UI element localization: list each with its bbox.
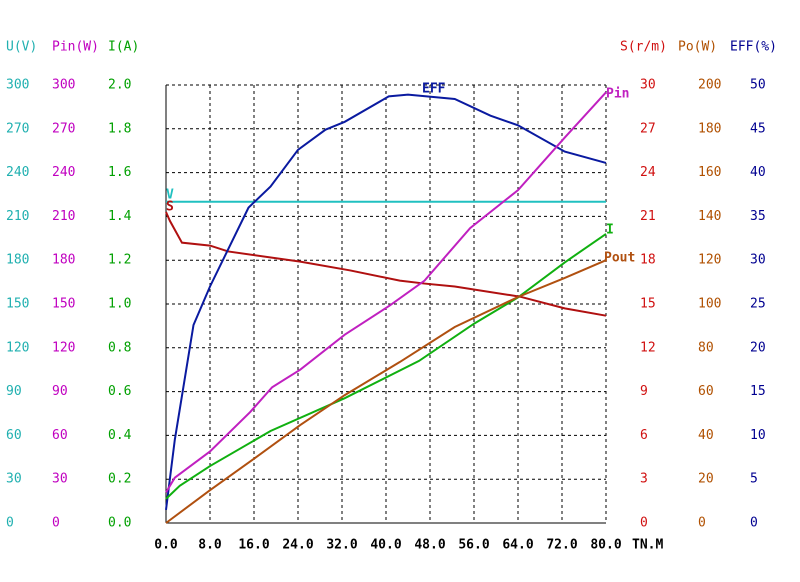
series-line (165, 211, 607, 317)
x-tick-label: 16.0 (238, 538, 269, 553)
y-tick-label: 15 (640, 297, 656, 312)
series-label: S (166, 200, 174, 215)
y-tick-label: 2.0 (108, 78, 131, 93)
y-tick-label: 25 (750, 297, 766, 312)
y-tick-label: 270 (52, 121, 75, 136)
y-tick-label: 90 (52, 384, 68, 399)
y-tick-label: 90 (6, 384, 22, 399)
y-tick-label: 40 (698, 428, 714, 443)
series-line (165, 233, 607, 500)
y-tick-label: 0.2 (108, 472, 131, 487)
y-tick-label: 0.4 (108, 428, 132, 443)
y-tick-label: 50 (750, 78, 766, 93)
y-tick-label: 200 (698, 78, 721, 93)
y-tick-label: 21 (640, 209, 656, 224)
y-tick-label: 3 (640, 472, 648, 487)
y-tick-label: 180 (6, 253, 29, 268)
x-axis-label: TN.M (632, 538, 663, 553)
y-tick-label: 10 (750, 428, 766, 443)
y-tick-label: 120 (52, 340, 75, 355)
series-line (165, 91, 607, 493)
x-tick-label: 64.0 (502, 538, 533, 553)
y-tick-label: 30 (750, 253, 766, 268)
axis-title: I(A) (108, 40, 139, 55)
y-tick-label: 0 (640, 516, 648, 531)
y-tick-label: 1.2 (108, 253, 131, 268)
x-tick-label: 80.0 (590, 538, 621, 553)
y-tick-label: 300 (6, 78, 29, 93)
y-tick-label: 45 (750, 121, 766, 136)
series-label: V (166, 188, 174, 203)
y-tick-label: 5 (750, 472, 758, 487)
y-tick-label: 270 (6, 121, 29, 136)
series-label: I (606, 223, 614, 238)
y-tick-label: 100 (698, 297, 721, 312)
y-tick-label: 120 (6, 340, 29, 355)
x-tick-label: 0.0 (154, 538, 178, 553)
y-tick-label: 27 (640, 121, 656, 136)
y-tick-label: 60 (52, 428, 68, 443)
series-label: EFF (422, 82, 446, 97)
axis-title: Po(W) (678, 40, 717, 55)
y-tick-label: 1.0 (108, 297, 131, 312)
y-tick-label: 0 (698, 516, 706, 531)
y-tick-label: 30 (6, 472, 22, 487)
y-tick-label: 35 (750, 209, 766, 224)
x-tick-label: 72.0 (546, 538, 577, 553)
y-tick-label: 9 (640, 384, 648, 399)
y-tick-label: 15 (750, 384, 766, 399)
y-tick-label: 240 (6, 165, 29, 180)
series-label: Pout (604, 251, 635, 266)
y-tick-label: 120 (698, 253, 721, 268)
y-tick-label: 1.4 (108, 209, 132, 224)
series-line (165, 259, 607, 524)
axis-title: Pin(W) (52, 40, 99, 55)
x-tick-label: 48.0 (414, 538, 445, 553)
x-tick-label: 40.0 (370, 538, 401, 553)
y-tick-label: 0.0 (108, 516, 131, 531)
y-tick-label: 12 (640, 340, 656, 355)
y-tick-label: 80 (698, 340, 714, 355)
y-tick-label: 180 (52, 253, 75, 268)
series-label: Pin (606, 87, 629, 102)
y-tick-label: 210 (6, 209, 29, 224)
x-tick-label: 32.0 (326, 538, 357, 553)
y-tick-label: 30 (640, 78, 656, 93)
y-tick-label: 180 (698, 121, 721, 136)
y-tick-label: 140 (698, 209, 721, 224)
y-tick-label: 1.8 (108, 121, 131, 136)
axis-title: S(r/m) (620, 40, 667, 55)
y-tick-label: 0.6 (108, 384, 131, 399)
y-tick-label: 0 (52, 516, 60, 531)
y-tick-label: 300 (52, 78, 75, 93)
y-tick-label: 0 (750, 516, 758, 531)
x-tick-label: 56.0 (458, 538, 489, 553)
series-line (165, 93, 607, 510)
y-tick-label: 160 (698, 165, 721, 180)
axis-title: U(V) (6, 40, 37, 55)
y-tick-label: 210 (52, 209, 75, 224)
y-tick-label: 20 (698, 472, 714, 487)
y-tick-label: 240 (52, 165, 75, 180)
y-tick-label: 18 (640, 253, 656, 268)
y-tick-label: 6 (640, 428, 648, 443)
y-tick-label: 40 (750, 165, 766, 180)
y-tick-label: 60 (698, 384, 714, 399)
axis-title: EFF(%) (730, 40, 777, 55)
y-tick-label: 20 (750, 340, 766, 355)
y-tick-label: 0 (6, 516, 14, 531)
y-tick-label: 60 (6, 428, 22, 443)
y-tick-label: 0.8 (108, 340, 131, 355)
y-tick-label: 1.6 (108, 165, 131, 180)
x-tick-label: 8.0 (198, 538, 222, 553)
y-tick-label: 150 (52, 297, 75, 312)
y-tick-label: 150 (6, 297, 29, 312)
y-tick-label: 24 (640, 165, 656, 180)
x-tick-label: 24.0 (282, 538, 313, 553)
y-tick-label: 30 (52, 472, 68, 487)
